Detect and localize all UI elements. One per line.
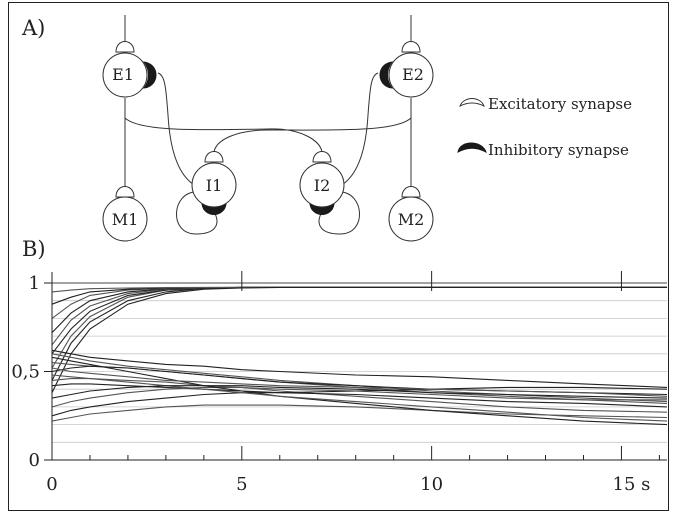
neuron-m2-label: M2: [398, 210, 425, 229]
neuron-e1: [102, 52, 148, 98]
series-line-13: [51, 365, 668, 396]
legend-inhibitory-icon: [457, 142, 487, 153]
series-line-19: [51, 356, 668, 426]
neuron-m1-label: M1: [112, 210, 139, 229]
legend-excitatory-label: Excitatory synapse: [488, 95, 632, 113]
e2-inhibitory-synapse-icon: [379, 61, 394, 89]
neuron-e2: [388, 52, 434, 98]
series-line-7: [51, 286, 667, 305]
m2-excitatory-synapse-icon: [401, 186, 421, 198]
x-tick-label: 0: [46, 474, 57, 495]
neuron-e1-label: E1: [112, 65, 134, 84]
e2-excitatory-synapse-icon: [401, 41, 421, 53]
neuron-bodies: [102, 52, 434, 242]
e1-excitatory-synapse-icon: [115, 41, 135, 53]
chart-axes: 0 5 10 15 s 0 0,5 1: [11, 271, 667, 495]
neuron-i1-label: I1: [206, 176, 223, 195]
series-line-11: [51, 349, 668, 388]
i1-inhibitory-synapse-icon: [201, 203, 227, 215]
series-line-18: [51, 404, 668, 422]
figure-frame: [8, 2, 669, 511]
y-tick-label: 0: [29, 450, 40, 471]
series-line-9: [51, 286, 667, 393]
m1-excitatory-synapse-icon: [115, 186, 135, 198]
legend-excitatory-icon: [459, 98, 485, 108]
chart-series: [51, 286, 668, 426]
i1-to-e1-fiber: [157, 72, 197, 187]
inhibitory-synapses: [142, 61, 394, 215]
e2-to-i1-axon: [213, 117, 412, 153]
e1-inhibitory-synapse-icon: [142, 61, 157, 89]
neuron-e2-label: E2: [402, 65, 424, 84]
i2-excitatory-synapse-icon: [312, 151, 332, 163]
series-line-20: [51, 374, 668, 422]
series-line-16: [51, 386, 667, 408]
excitatory-synapses: [115, 41, 421, 198]
y-tick-label: 1: [29, 273, 40, 294]
i2-to-e2-fiber: [339, 72, 379, 187]
series-line-22: [51, 367, 668, 397]
i2-self-loop: [318, 191, 360, 235]
panel-a-label: A): [21, 16, 45, 40]
panel-b-label: B): [22, 237, 46, 261]
neural-circuit-diagram: [124, 15, 412, 235]
x-tick-label: 5: [236, 474, 247, 495]
y-tick-label: 0,5: [11, 362, 40, 383]
neuron-i2: [299, 162, 345, 208]
neuron-i1: [191, 162, 237, 208]
i1-self-loop: [176, 191, 218, 235]
series-line-1: [51, 286, 667, 381]
neuron-m2: [388, 196, 434, 242]
synapse-legend: Excitatory synapse Inhibitory synapse: [457, 95, 632, 159]
series-line-21: [51, 385, 668, 399]
i2-inhibitory-synapse-icon: [309, 203, 335, 215]
neuron-i2-label: I2: [314, 176, 331, 195]
time-course-chart: 0 5 10 15 s 0 0,5 1: [11, 271, 668, 495]
x-tick-label: 10: [420, 474, 443, 495]
neuron-labels: E1 E2 I1 I2 M1 M2: [112, 65, 425, 229]
neuron-m1: [102, 196, 148, 242]
e1-to-i2-axon: [124, 117, 323, 153]
i1-excitatory-synapse-icon: [204, 151, 224, 163]
legend-inhibitory-label: Inhibitory synapse: [488, 141, 629, 159]
x-tick-label: 15 s: [613, 474, 651, 495]
